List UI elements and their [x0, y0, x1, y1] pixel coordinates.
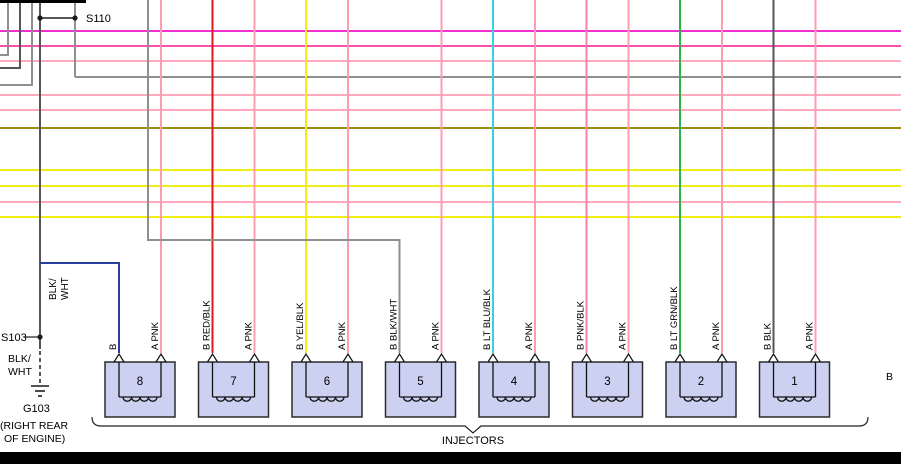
- pin-a-label: A PNK: [524, 321, 535, 350]
- injector-box-6: [291, 361, 363, 418]
- splice-s103-label: S103: [1, 332, 27, 344]
- coil-loops: [215, 396, 252, 402]
- splice-dot: [72, 15, 78, 21]
- ground-wire-color-label: WHT: [8, 366, 32, 378]
- pin-b-arrow-icon: [393, 352, 406, 363]
- pin-b-arrow-icon: [580, 352, 593, 363]
- coil-loops: [683, 396, 719, 402]
- right-edge-partial-label: B: [886, 371, 893, 383]
- injectors-group-label: INJECTORS: [442, 435, 504, 447]
- pin-a-label: A PNK: [431, 321, 442, 350]
- pin-b-arrow-icon: [113, 352, 125, 363]
- left-wire: [0, 0, 33, 86]
- pin-a-label: A PNK: [150, 321, 161, 350]
- ground-wire-color-label: BLK/: [8, 353, 31, 365]
- top-divider-bar: [0, 0, 86, 3]
- bottom-divider-bar: [0, 452, 901, 464]
- left-wire-color-label: BLK/: [48, 278, 59, 300]
- pin-a-arrow-icon: [622, 352, 635, 363]
- injector-number: 7: [230, 376, 236, 388]
- pin-a-arrow-icon: [809, 352, 822, 363]
- pin-b-arrow-icon: [767, 352, 780, 363]
- coil-loops: [402, 396, 439, 402]
- pin-b-arrow-icon: [487, 352, 499, 363]
- injector-8-pin-b-wire: [40, 262, 120, 353]
- pin-a-arrow-icon: [342, 352, 354, 363]
- ground-location-note: (RIGHT REAR: [0, 420, 68, 432]
- injector-5-pin-b-wire: [147, 0, 401, 353]
- splice-dot: [37, 334, 43, 340]
- pin-a-arrow-icon: [155, 352, 167, 363]
- splice-s110-label: S110: [86, 13, 111, 25]
- left-wire-color-label: WHT: [60, 277, 71, 300]
- pin-b-label: B BLK: [763, 322, 774, 350]
- pin-a-arrow-icon: [248, 352, 261, 363]
- pin-a-label: A PNK: [711, 321, 722, 350]
- injector-number: 2: [698, 376, 704, 388]
- pin-a-arrow-icon: [529, 352, 541, 363]
- injector-box-3: [571, 361, 644, 418]
- pin-a-arrow-icon: [435, 352, 448, 363]
- injector-box-1: [758, 361, 831, 418]
- injector-number: 1: [791, 376, 797, 388]
- coil-loops: [776, 396, 813, 402]
- coil-loops: [122, 396, 158, 402]
- pin-b-arrow-icon: [674, 352, 686, 363]
- pin-b-label: B RED/BLK: [202, 300, 213, 350]
- pin-a-arrow-icon: [716, 352, 728, 363]
- coil-loops: [496, 396, 532, 402]
- injector-box-4: [478, 361, 550, 418]
- pin-b-label: B PNK/BLK: [576, 300, 587, 350]
- left-wire: [0, 0, 9, 56]
- pin-a-label: A PNK: [337, 321, 348, 350]
- injector-number: 6: [324, 376, 330, 388]
- pin-a-label: A PNK: [805, 321, 816, 350]
- pin-b-label: B: [108, 344, 119, 350]
- pin-b-label: B YEL/BLK: [295, 302, 306, 350]
- injector-box-2: [665, 361, 737, 418]
- coil-loops: [309, 396, 345, 402]
- injector-number: 3: [604, 376, 610, 388]
- splice-dot: [37, 15, 43, 21]
- coil-loops: [589, 396, 626, 402]
- ground-location-note: OF ENGINE): [4, 433, 65, 445]
- pin-a-label: A PNK: [618, 321, 629, 350]
- pin-b-label: B BLK/WHT: [389, 299, 400, 350]
- injector-box-5: [384, 361, 457, 418]
- pin-b-arrow-icon: [206, 352, 219, 363]
- injector-number: 8: [137, 376, 143, 388]
- injector-number: 4: [511, 376, 518, 388]
- pin-b-label: B LT BLU/BLK: [482, 288, 493, 350]
- injectors-brace: [91, 416, 869, 434]
- left-wire: [0, 0, 21, 69]
- injector-box-7: [197, 361, 270, 418]
- pin-a-label: A PNK: [244, 321, 255, 350]
- ground-g103-label: G103: [23, 403, 50, 415]
- pin-b-arrow-icon: [300, 352, 312, 363]
- injector-number: 5: [417, 376, 423, 388]
- injector-box-8: [104, 361, 176, 418]
- pin-b-label: B LT GRN/BLK: [669, 286, 680, 350]
